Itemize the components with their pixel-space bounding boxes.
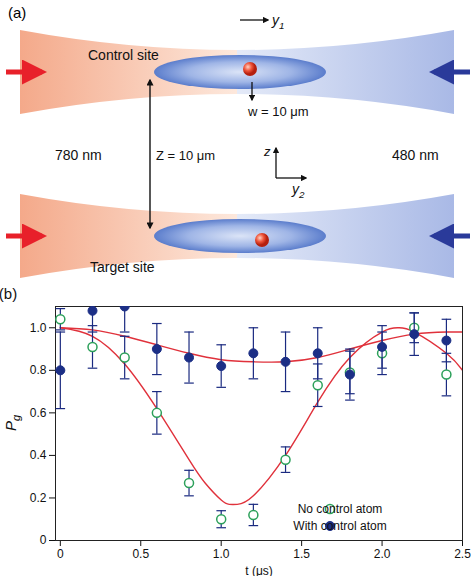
svg-text:1.0: 1.0 <box>30 321 47 335</box>
svg-text:0.8: 0.8 <box>30 363 47 377</box>
svg-text:1.0: 1.0 <box>213 547 230 561</box>
svg-text:0.4: 0.4 <box>30 448 47 462</box>
svg-text:Pg: Pg <box>2 414 22 431</box>
svg-text:2.0: 2.0 <box>374 547 391 561</box>
svg-text:y1: y1 <box>271 12 284 31</box>
svg-text:0.6: 0.6 <box>30 406 47 420</box>
svg-text:z: z <box>263 144 271 159</box>
svg-text:With control atom: With control atom <box>293 519 386 533</box>
svg-text:t (μs): t (μs) <box>245 564 273 576</box>
svg-text:Target site: Target site <box>90 259 155 275</box>
svg-text:780 nm: 780 nm <box>55 147 102 163</box>
svg-text:y2: y2 <box>291 181 305 200</box>
svg-text:Control site: Control site <box>88 47 159 63</box>
svg-text:480 nm: 480 nm <box>392 147 439 163</box>
svg-text:0: 0 <box>40 533 47 547</box>
svg-text:No control atom: No control atom <box>298 502 383 516</box>
svg-text:(b): (b) <box>0 285 17 302</box>
svg-text:1.5: 1.5 <box>293 547 310 561</box>
svg-text:0.5: 0.5 <box>132 547 149 561</box>
svg-text:Z = 10 μm: Z = 10 μm <box>156 148 215 163</box>
svg-text:0.2: 0.2 <box>30 491 47 505</box>
svg-text:w = 10 μm: w = 10 μm <box>247 104 309 119</box>
svg-text:(a): (a) <box>8 4 26 21</box>
svg-text:2.5: 2.5 <box>454 547 471 561</box>
svg-text:0: 0 <box>57 547 64 561</box>
